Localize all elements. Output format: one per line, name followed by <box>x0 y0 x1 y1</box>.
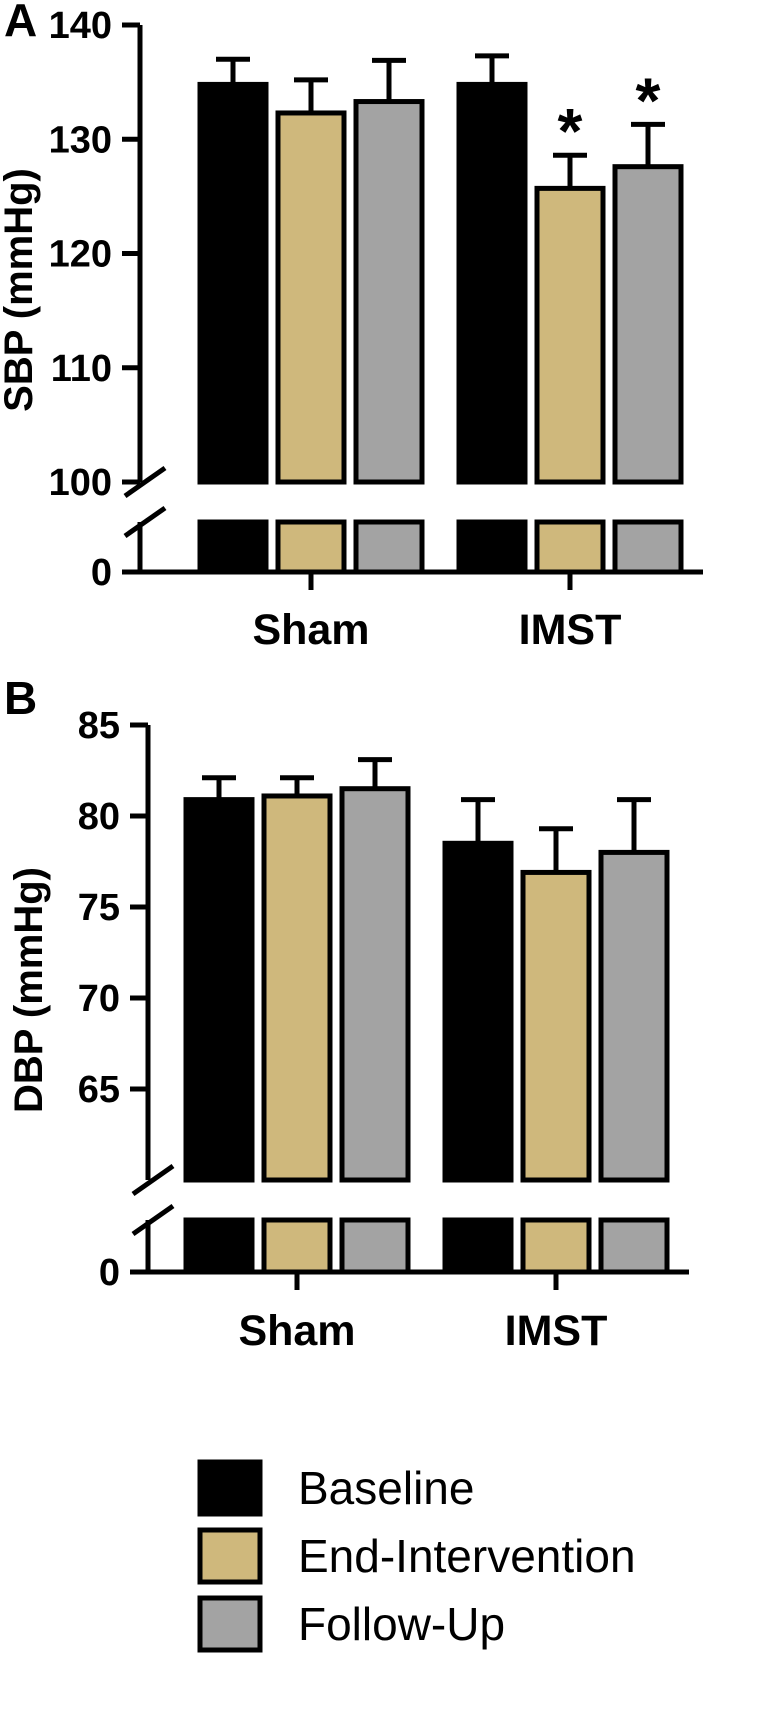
legend-swatch <box>197 1459 263 1517</box>
bar-lower-end-intervention <box>534 519 606 575</box>
axis-break-mark <box>123 465 167 499</box>
x-category-label: IMST <box>519 606 622 654</box>
axis-break-mark <box>131 1203 175 1237</box>
bar-follow-up <box>612 164 684 485</box>
bar-lower-end-intervention <box>520 1217 592 1275</box>
bar-lower-follow-up <box>598 1217 670 1275</box>
y-tick-label: 100 <box>49 462 112 504</box>
y-tick-label: 80 <box>78 796 120 838</box>
legend-label: End-Intervention <box>298 1530 636 1582</box>
legend-swatch <box>197 1527 263 1585</box>
bar-follow-up <box>339 786 411 1183</box>
bar-follow-up <box>353 99 425 485</box>
bar-baseline <box>197 81 269 485</box>
y-axis-title: SBP (mmHg) <box>0 168 41 412</box>
bar-baseline <box>183 797 255 1183</box>
panel-b-chart: B 0 65 70 75 80 85 DBP (mmHg) Sham IMST <box>4 672 689 1355</box>
axis-break-mark <box>131 1163 175 1197</box>
y-tick-label: 110 <box>51 348 112 390</box>
panel-a-label: A <box>4 0 37 46</box>
y-tick-label: 65 <box>78 1069 120 1111</box>
bar-lower-baseline <box>442 1217 514 1275</box>
bar-lower-baseline <box>183 1217 255 1275</box>
panel-b-label: B <box>4 672 37 724</box>
bar-lower-end-intervention <box>261 1217 333 1275</box>
legend-label: Follow-Up <box>298 1598 505 1650</box>
y-tick-label: 140 <box>49 5 112 47</box>
bar-end-intervention <box>520 869 592 1183</box>
bar-lower-baseline <box>197 519 269 575</box>
legend-swatch <box>197 1595 263 1653</box>
axis-break-mark <box>123 505 167 539</box>
x-category-label: Sham <box>252 606 369 654</box>
y-axis-title: DBP (mmHg) <box>7 867 51 1113</box>
bar-lower-end-intervention <box>275 519 347 575</box>
bar-baseline <box>442 840 514 1183</box>
legend-label: Baseline <box>298 1462 474 1514</box>
y-tick-label: 75 <box>78 887 120 929</box>
y-tick-label: 130 <box>49 119 112 161</box>
bar-lower-follow-up <box>612 519 684 575</box>
x-category-label: IMST <box>505 1307 608 1355</box>
bar-follow-up <box>598 849 670 1183</box>
bar-baseline <box>456 81 528 485</box>
y-tick-label: 120 <box>49 234 112 276</box>
bar-end-intervention <box>275 110 347 485</box>
y-tick-label: 0 <box>91 552 112 594</box>
x-category-label: Sham <box>238 1307 355 1355</box>
significance-marker: * <box>636 64 661 136</box>
legend: Baseline End-Intervention Follow-Up <box>197 1459 636 1653</box>
y-tick-label: 0 <box>99 1252 120 1294</box>
y-tick-label: 70 <box>78 978 120 1020</box>
bar-lower-follow-up <box>339 1217 411 1275</box>
significance-marker: * <box>558 95 583 167</box>
bar-end-intervention <box>534 185 606 485</box>
panel-a-chart: A 0 100 110 120 130 140 SBP (mmHg) Sham IMST * * <box>0 0 703 654</box>
bar-lower-baseline <box>456 519 528 575</box>
y-tick-label: 85 <box>78 705 120 747</box>
bar-lower-follow-up <box>353 519 425 575</box>
bar-end-intervention <box>261 793 333 1183</box>
